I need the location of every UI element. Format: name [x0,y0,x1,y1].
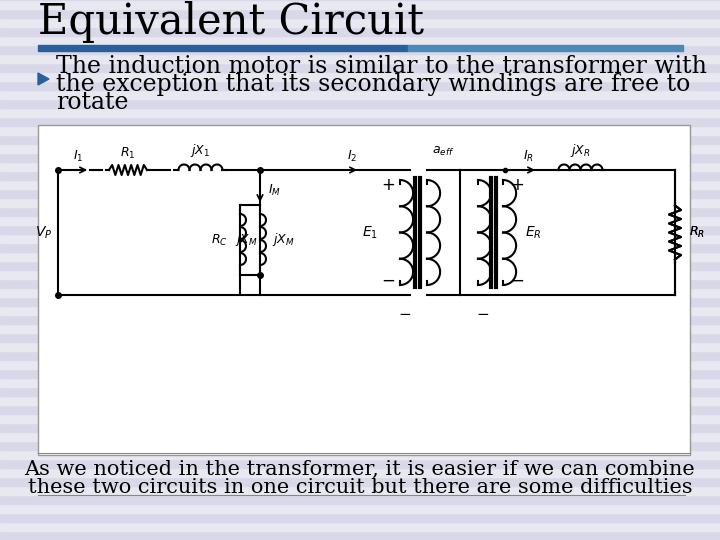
Text: $a_{eff}$: $a_{eff}$ [432,145,454,158]
Text: rotate: rotate [56,91,128,114]
Bar [0,387,720,396]
Bar [0,315,720,324]
Text: the exception that its secondary windings are free to: the exception that its secondary winding… [56,73,690,96]
Bar [0,0,720,9]
Text: $R_C$: $R_C$ [211,232,228,247]
Bar [0,18,720,27]
Bar [0,90,720,99]
Bar [0,153,720,162]
Bar [0,171,720,180]
Bar [0,225,720,234]
Text: Equivalent Circuit: Equivalent Circuit [38,1,424,43]
Text: $I_2$: $I_2$ [347,149,357,164]
Bar [38,45,408,51]
Bar [0,513,720,522]
Bar [0,378,720,387]
Bar [0,279,720,288]
Bar [0,288,720,297]
Bar [0,324,720,333]
Bar [0,423,720,432]
Bar [0,396,720,405]
Bar [0,450,720,459]
Bar [38,125,690,455]
Bar [0,207,720,216]
Bar [0,459,720,468]
Bar [0,198,720,207]
Bar [0,180,720,189]
Bar [0,63,720,72]
Bar [0,36,720,45]
Text: $jX_M$: $jX_M$ [272,232,294,248]
Bar [0,369,720,378]
Bar [0,261,720,270]
Text: $I_1$: $I_1$ [73,149,84,164]
Bar [0,351,720,360]
Text: $-$: $-$ [398,305,412,320]
Text: $I_R$: $I_R$ [523,149,534,164]
Bar [0,9,720,18]
Text: The induction motor is similar to the transformer with: The induction motor is similar to the tr… [56,55,707,78]
Bar [0,468,720,477]
Text: $R_R$: $R_R$ [689,225,705,240]
Bar [0,441,720,450]
Bar [0,54,720,63]
Bar [0,108,720,117]
Text: $I_M$: $I_M$ [268,183,281,198]
Bar [0,144,720,153]
Text: these two circuits in one circuit but there are some difficulties: these two circuits in one circuit but th… [27,478,693,497]
Bar [0,162,720,171]
Bar [0,531,720,540]
Text: +: + [381,176,395,194]
Text: +: + [510,176,524,194]
Text: $-$: $-$ [477,305,490,320]
Text: $E_R$: $E_R$ [525,224,541,241]
Text: $-$: $-$ [381,271,395,289]
Bar [0,486,720,495]
Text: $jX_R$: $jX_R$ [570,142,590,159]
Text: $V_P$: $V_P$ [35,224,52,241]
Bar [0,234,720,243]
Bar [0,135,720,144]
Bar [0,432,720,441]
Bar [0,81,720,90]
Bar [0,342,720,351]
Bar [0,216,720,225]
Bar [0,27,720,36]
Bar [0,522,720,531]
Bar [0,270,720,279]
Bar [0,306,720,315]
Text: $jX_1$: $jX_1$ [190,142,210,159]
Bar [0,117,720,126]
Text: $-$: $-$ [510,271,524,289]
Bar [0,333,720,342]
Polygon shape [38,73,49,85]
Text: As we noticed in the transformer, it is easier if we can combine: As we noticed in the transformer, it is … [24,460,696,479]
Bar [0,405,720,414]
Bar [0,243,720,252]
Bar [0,414,720,423]
Bar [408,45,683,51]
Bar [0,477,720,486]
Text: $E_1$: $E_1$ [362,224,378,241]
Text: $jX_M$: $jX_M$ [235,232,258,248]
Text: $R_R$: $R_R$ [689,225,705,240]
Bar [0,360,720,369]
Bar [0,99,720,108]
Bar [0,72,720,81]
Bar [0,495,720,504]
Bar [0,126,720,135]
Bar [0,45,720,54]
Bar [0,189,720,198]
Text: $R_1$: $R_1$ [120,146,135,161]
Bar [0,297,720,306]
Bar [0,252,720,261]
Bar [0,504,720,513]
